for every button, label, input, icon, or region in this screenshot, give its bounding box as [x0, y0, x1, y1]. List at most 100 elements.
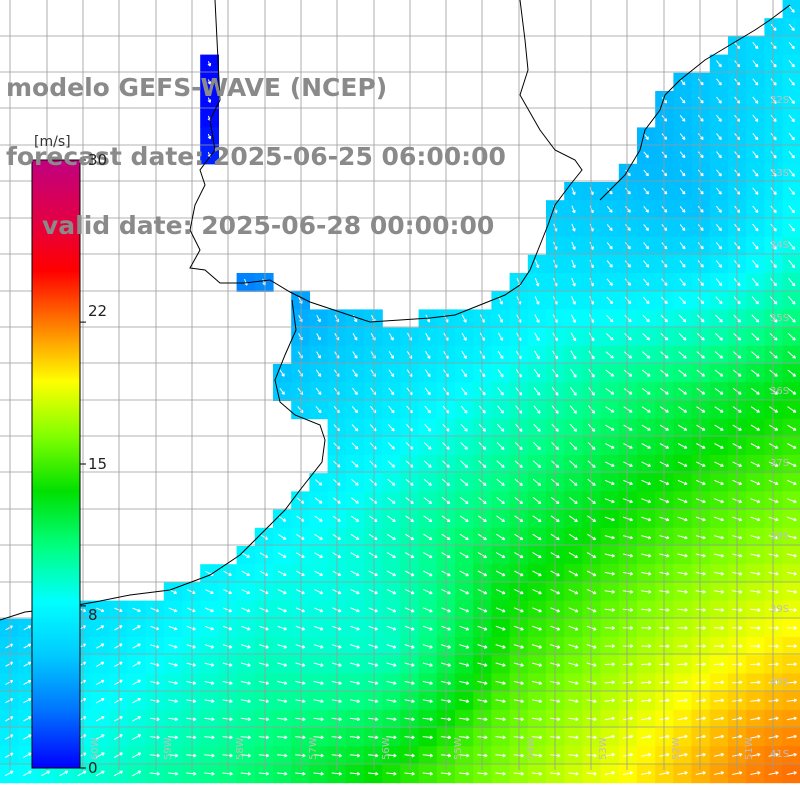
wind-arrow	[788, 187, 795, 196]
wind-arrow	[641, 443, 651, 449]
wind-arrow	[386, 644, 397, 649]
wind-arrow	[586, 588, 597, 595]
wind-arrow	[768, 734, 779, 739]
wind-arrow	[677, 443, 688, 449]
wind-arrow	[423, 570, 433, 577]
wind-arrow	[625, 169, 631, 177]
wind-arrow	[277, 625, 287, 631]
wind-arrow	[387, 515, 396, 522]
wind-arrow	[751, 351, 760, 359]
wind-arrow	[606, 278, 613, 286]
wind-arrow	[186, 662, 196, 667]
wind-arrow	[641, 662, 652, 667]
wind-arrow	[461, 332, 467, 341]
wind-arrow	[350, 515, 360, 522]
wind-arrow	[605, 443, 615, 449]
wind-arrow	[349, 717, 361, 722]
wind-arrow	[751, 314, 760, 323]
wind-arrow	[314, 479, 323, 486]
wind-arrow	[349, 699, 361, 703]
wind-arrow	[677, 424, 688, 431]
wind-arrow	[768, 516, 779, 522]
wind-arrow	[697, 314, 705, 323]
wind-arrow	[770, 241, 777, 250]
wind-arrow	[623, 461, 633, 467]
wind-arrow	[696, 443, 706, 449]
wind-arrow	[770, 41, 777, 50]
wind-arrow	[459, 717, 470, 722]
wind-arrow	[604, 553, 615, 558]
wind-arrow	[314, 570, 324, 576]
wind-arrow	[769, 351, 778, 359]
colorbar-tick-15: 15	[88, 455, 108, 473]
wind-arrow	[207, 79, 212, 85]
wind-arrow	[571, 223, 576, 232]
wind-arrow	[752, 260, 759, 268]
wind-arrow	[259, 625, 269, 631]
wind-arrow	[349, 771, 361, 776]
wind-arrow	[495, 570, 506, 577]
wind-arrow	[605, 351, 614, 359]
wind-arrow	[368, 717, 379, 722]
wind-arrow	[624, 333, 632, 341]
wind-arrow	[533, 405, 541, 414]
wind-arrow	[568, 735, 579, 740]
wind-arrow	[768, 716, 779, 721]
wind-arrow	[750, 589, 761, 594]
wind-arrow	[752, 205, 759, 214]
wind-arrow	[713, 571, 725, 576]
wind-arrow	[641, 680, 652, 685]
wind-arrow	[696, 332, 705, 341]
wind-arrow	[697, 242, 704, 250]
wind-arrow	[715, 278, 723, 287]
wind-arrow	[386, 570, 397, 577]
wind-arrow	[642, 333, 651, 341]
wind-arrow	[605, 369, 615, 377]
wind-arrow	[715, 260, 723, 268]
wind-arrow	[713, 608, 725, 612]
wind-arrow	[697, 133, 704, 140]
wind-arrow	[571, 259, 576, 269]
wind-arrow	[643, 224, 649, 232]
wind-arrow	[679, 224, 686, 232]
wind-arrow	[770, 23, 777, 31]
wind-arrow	[186, 681, 197, 685]
wind-arrow	[750, 716, 761, 721]
wind-arrow	[460, 423, 468, 432]
wind-arrow	[679, 260, 686, 268]
wind-arrow	[770, 169, 777, 177]
wind-arrow	[186, 771, 197, 776]
wind-arrow	[786, 698, 797, 703]
wind-arrow	[422, 588, 433, 595]
wind-arrow	[313, 625, 324, 631]
wind-arrow	[695, 626, 706, 630]
wind-arrow	[695, 461, 706, 467]
wind-arrow	[313, 753, 324, 758]
wind-arrow	[770, 223, 777, 232]
wind-arrow	[167, 753, 179, 758]
wind-arrow	[423, 533, 433, 541]
wind-arrow	[641, 387, 651, 395]
wind-arrow	[752, 96, 759, 104]
wind-arrow	[568, 680, 579, 685]
wind-arrow	[786, 680, 797, 685]
wind-arrow	[695, 680, 706, 685]
wind-arrow	[422, 607, 433, 613]
wind-arrow	[678, 351, 687, 359]
wind-arrow	[788, 277, 796, 287]
wind-arrow	[495, 644, 506, 649]
wind-arrow	[586, 662, 597, 667]
wind-arrow	[788, 132, 795, 141]
wind-arrow	[751, 387, 760, 395]
wind-arrow	[495, 552, 506, 559]
wind-arrow	[132, 625, 141, 631]
wind-arrow	[786, 516, 797, 522]
wind-arrow	[786, 608, 797, 612]
wind-arrow	[350, 607, 360, 613]
wind-arrow	[716, 205, 722, 213]
wind-arrow	[532, 625, 542, 631]
wind-arrow	[586, 717, 597, 722]
wind-arrow	[716, 114, 722, 122]
wind-arrow	[770, 114, 777, 123]
